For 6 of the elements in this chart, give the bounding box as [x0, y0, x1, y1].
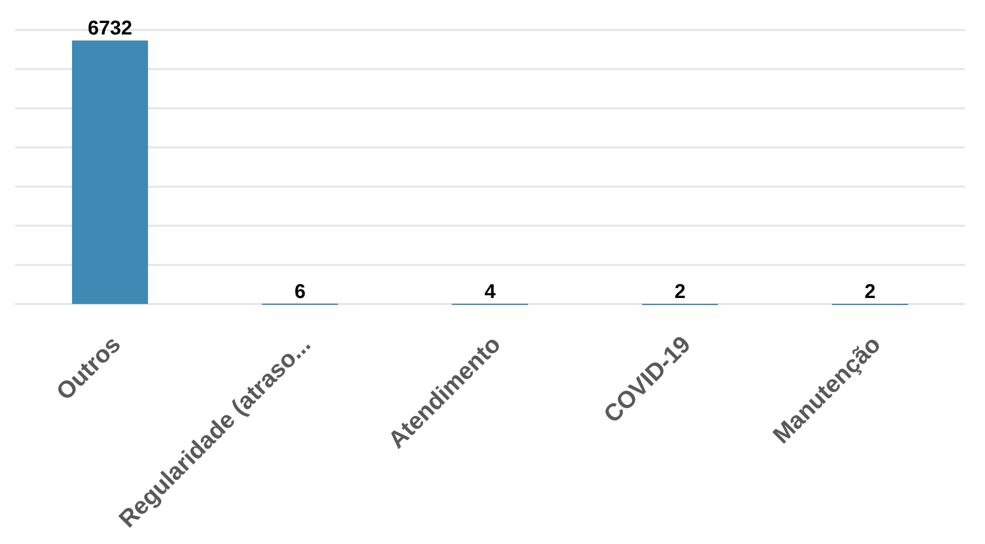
data-label: 2 — [674, 280, 686, 303]
data-label: 6732 — [88, 17, 132, 40]
bar — [72, 40, 148, 304]
data-label: 6 — [294, 280, 306, 303]
data-label: 4 — [484, 280, 496, 303]
data-label: 2 — [864, 280, 876, 303]
